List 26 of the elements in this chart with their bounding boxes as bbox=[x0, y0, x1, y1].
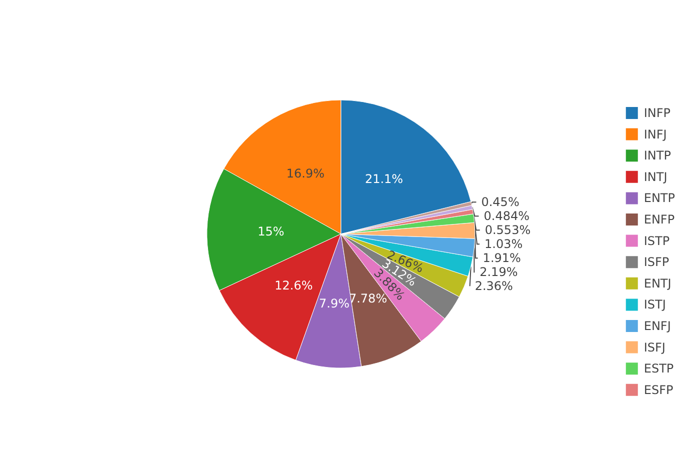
data-label: 12.6% bbox=[274, 278, 313, 293]
data-label: 1.03% bbox=[484, 237, 523, 252]
legend-label: ENFJ bbox=[644, 319, 671, 333]
legend-label: INFJ bbox=[644, 127, 667, 142]
legend-label: ISFJ bbox=[644, 340, 666, 354]
data-label: 0.484% bbox=[484, 209, 530, 224]
data-label: 7.9% bbox=[319, 296, 350, 311]
data-label: 0.553% bbox=[484, 223, 531, 238]
data-label: 15% bbox=[258, 224, 284, 238]
legend-label: INTJ bbox=[644, 170, 668, 184]
legend-label: ESFP bbox=[644, 382, 674, 397]
data-label: 16.9% bbox=[286, 166, 324, 181]
legend-label: ISTJ bbox=[644, 298, 666, 312]
data-label: 0.45% bbox=[481, 195, 520, 210]
legend-label: INFP bbox=[644, 106, 671, 120]
legend-label: ENFP bbox=[644, 212, 675, 226]
data-label: 2.19% bbox=[480, 265, 518, 280]
legend-label: ISFP bbox=[644, 255, 670, 270]
data-label: 2.36% bbox=[474, 279, 513, 294]
legend-label: INTP bbox=[644, 148, 671, 163]
legend-label: ENTP bbox=[644, 191, 675, 206]
legend-label: ISTP bbox=[644, 234, 670, 248]
data-label: 21.1% bbox=[364, 172, 404, 186]
data-label: 1.91% bbox=[482, 251, 521, 266]
legend-label: ENTJ bbox=[644, 276, 672, 290]
legend-label: ESTP bbox=[644, 362, 674, 376]
